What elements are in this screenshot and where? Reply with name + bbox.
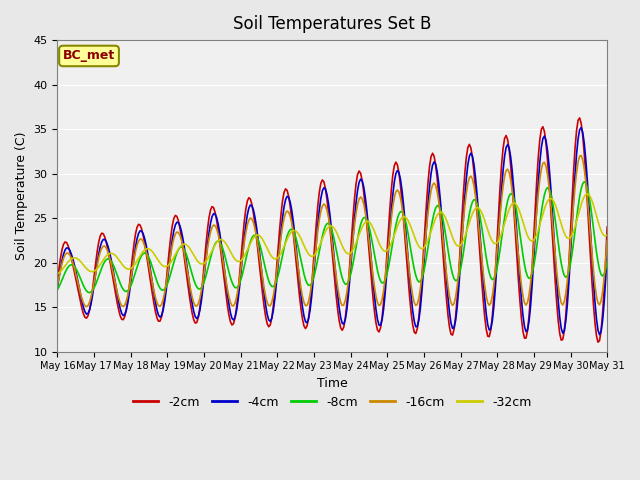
Title: Soil Temperatures Set B: Soil Temperatures Set B: [233, 15, 431, 33]
Text: BC_met: BC_met: [63, 49, 115, 62]
Legend: -2cm, -4cm, -8cm, -16cm, -32cm: -2cm, -4cm, -8cm, -16cm, -32cm: [128, 391, 536, 414]
Y-axis label: Soil Temperature (C): Soil Temperature (C): [15, 132, 28, 260]
X-axis label: Time: Time: [317, 377, 348, 390]
